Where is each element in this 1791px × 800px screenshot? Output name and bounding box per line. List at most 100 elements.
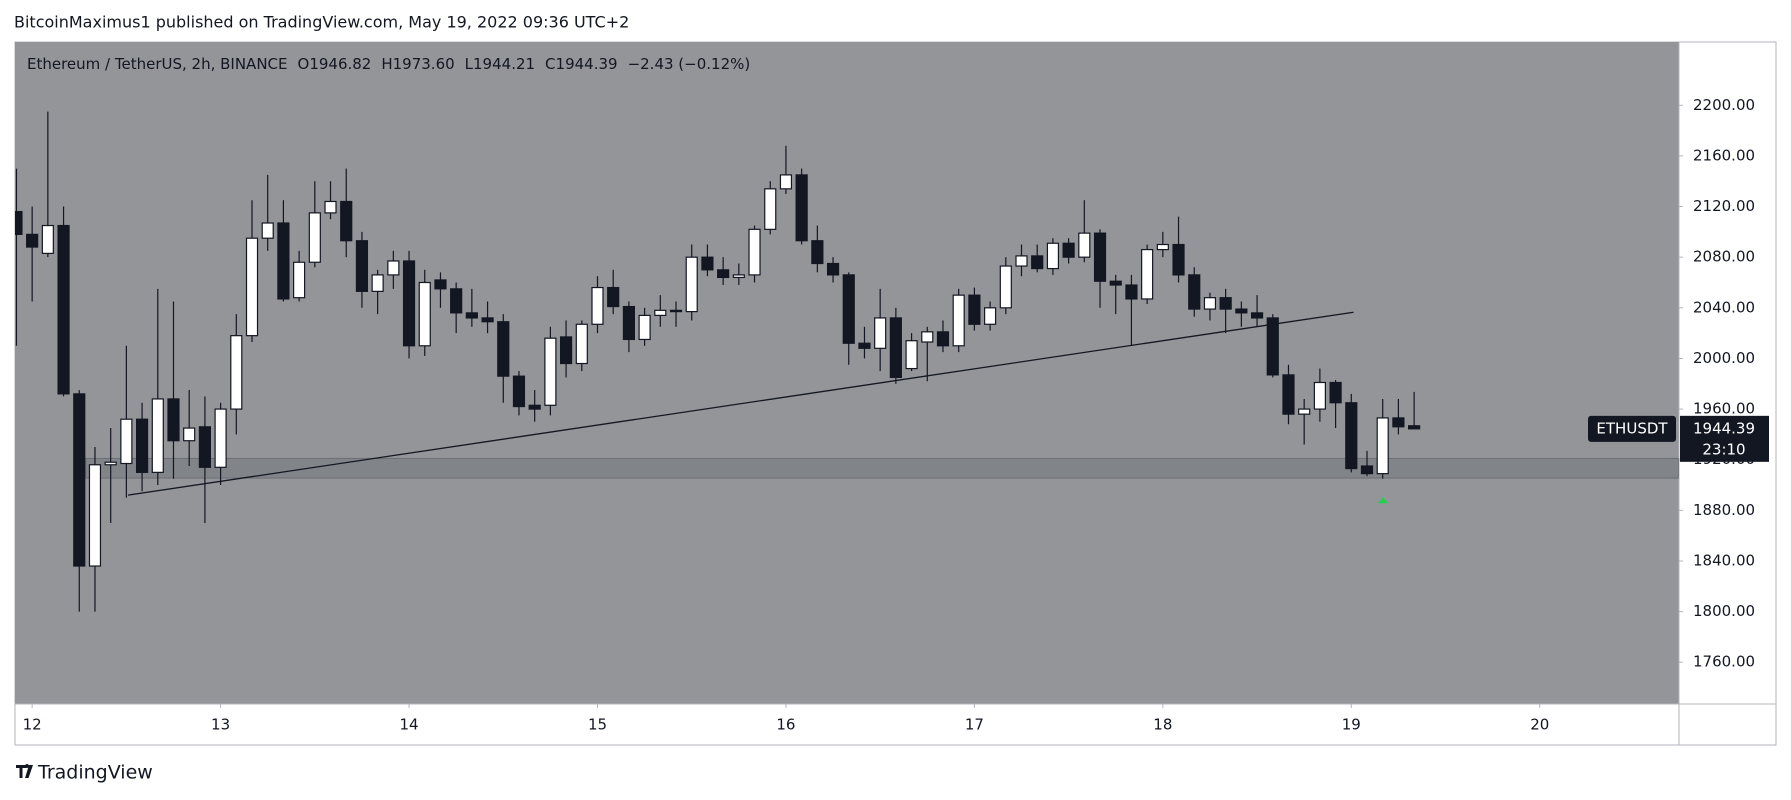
candle-body	[795, 174, 808, 242]
candle-body	[1219, 297, 1232, 310]
candle-body	[952, 294, 965, 347]
candle-body	[858, 342, 871, 349]
logo-icon	[16, 764, 33, 778]
candle-body	[1266, 317, 1279, 376]
legend-field-label: H	[381, 55, 392, 73]
signal-arrow	[1377, 497, 1388, 504]
candle-body	[654, 309, 667, 317]
candle-body	[1392, 417, 1405, 428]
x-tick-label: 16	[776, 716, 795, 734]
y-tick-label: 1840.00	[1693, 551, 1755, 569]
candle-body	[559, 336, 573, 365]
legend-field-value: 1944.39	[556, 55, 618, 73]
candle-body	[57, 224, 70, 395]
candle-body	[983, 307, 997, 325]
candle-body	[88, 464, 102, 567]
candle-body	[1109, 280, 1122, 286]
y-tick-label: 1760.00	[1693, 653, 1755, 671]
candle-body	[921, 331, 934, 343]
x-tick-label: 15	[588, 716, 607, 734]
candle-body	[261, 222, 274, 239]
price-tag-value: 1944.39	[1693, 419, 1755, 437]
candle-body	[732, 274, 745, 279]
price-tag-countdown: 23:10	[1702, 440, 1745, 458]
candle-body	[842, 274, 855, 344]
candle-body	[1156, 243, 1169, 251]
candle-body	[936, 331, 950, 347]
candle-body	[151, 398, 164, 473]
candle-body	[371, 274, 384, 292]
legend-symbol: Ethereum / TetherUS, 2h, BINANCE	[27, 55, 288, 73]
symbol-tag-text: ETHUSDT	[1596, 419, 1668, 437]
candle-body	[324, 200, 337, 214]
candle-body	[591, 286, 604, 325]
candle-body	[481, 317, 494, 323]
candle-body	[764, 188, 777, 230]
plot-area	[15, 42, 1679, 704]
legend-change: −2.43 (−0.12%)	[628, 55, 751, 73]
candle-body	[167, 398, 180, 442]
candle-body	[544, 337, 557, 406]
legend-field-value: 1973.60	[393, 55, 455, 73]
candle-body	[245, 237, 259, 337]
candle-body	[1046, 242, 1060, 270]
candle-body	[874, 317, 887, 349]
candle-body	[293, 261, 306, 299]
candle-body	[41, 224, 54, 254]
y-tick-label: 2160.00	[1693, 146, 1755, 164]
symbol-tag	[1588, 415, 1676, 442]
candle-body	[308, 212, 321, 263]
x-tick-label: 20	[1530, 716, 1549, 734]
candle-body	[1298, 408, 1311, 415]
candle-body	[1125, 284, 1138, 300]
candle-body	[1250, 312, 1264, 319]
candle-body	[1141, 248, 1154, 300]
legend-field-label: C	[545, 55, 555, 73]
candle-body	[638, 314, 651, 341]
support-zone	[85, 457, 1679, 479]
candle-body	[1172, 243, 1185, 276]
candle-body	[1376, 417, 1389, 475]
candle-body	[1313, 381, 1326, 410]
legend-field-label: O	[298, 55, 310, 73]
candle-body	[669, 309, 683, 313]
candle-body	[183, 427, 196, 442]
plot	[15, 111, 1679, 612]
candle-body	[230, 335, 243, 410]
candle-body	[1093, 232, 1107, 282]
trendline	[127, 311, 1354, 496]
legend-field-label: L	[465, 55, 474, 73]
candle-body	[1329, 381, 1342, 404]
candle-body	[340, 200, 353, 242]
x-tick-label: 19	[1342, 716, 1361, 734]
candle-body	[497, 321, 510, 377]
candle-body	[607, 286, 620, 308]
candle-body	[826, 262, 840, 276]
candle-body	[1235, 308, 1248, 314]
candle-body	[450, 288, 463, 314]
candle-body	[15, 211, 23, 235]
legend-field-value: 1944.21	[473, 55, 535, 73]
candle-body	[779, 174, 793, 190]
candle-body	[1360, 465, 1374, 475]
footer-logo: TradingView	[16, 762, 153, 784]
y-tick-label: 2200.00	[1693, 96, 1755, 114]
currency-label: USDT	[1707, 55, 1749, 73]
y-tick-label: 1880.00	[1693, 501, 1755, 519]
candle-body	[277, 222, 290, 300]
legend-field-value: 1946.82	[309, 55, 371, 73]
x-tick-label: 17	[965, 716, 984, 734]
candle-body	[748, 228, 761, 276]
candle-body	[1015, 255, 1028, 267]
candle-body	[214, 408, 227, 468]
candle-body	[120, 418, 133, 465]
candle-body	[1188, 274, 1201, 310]
candle-body	[355, 240, 369, 292]
y-tick-label: 2040.00	[1693, 298, 1755, 316]
candle-body	[889, 317, 902, 379]
y-tick-label: 1960.00	[1693, 400, 1755, 418]
candle-body	[512, 375, 526, 408]
x-tick-label: 12	[23, 716, 42, 734]
candle-body	[198, 426, 211, 468]
